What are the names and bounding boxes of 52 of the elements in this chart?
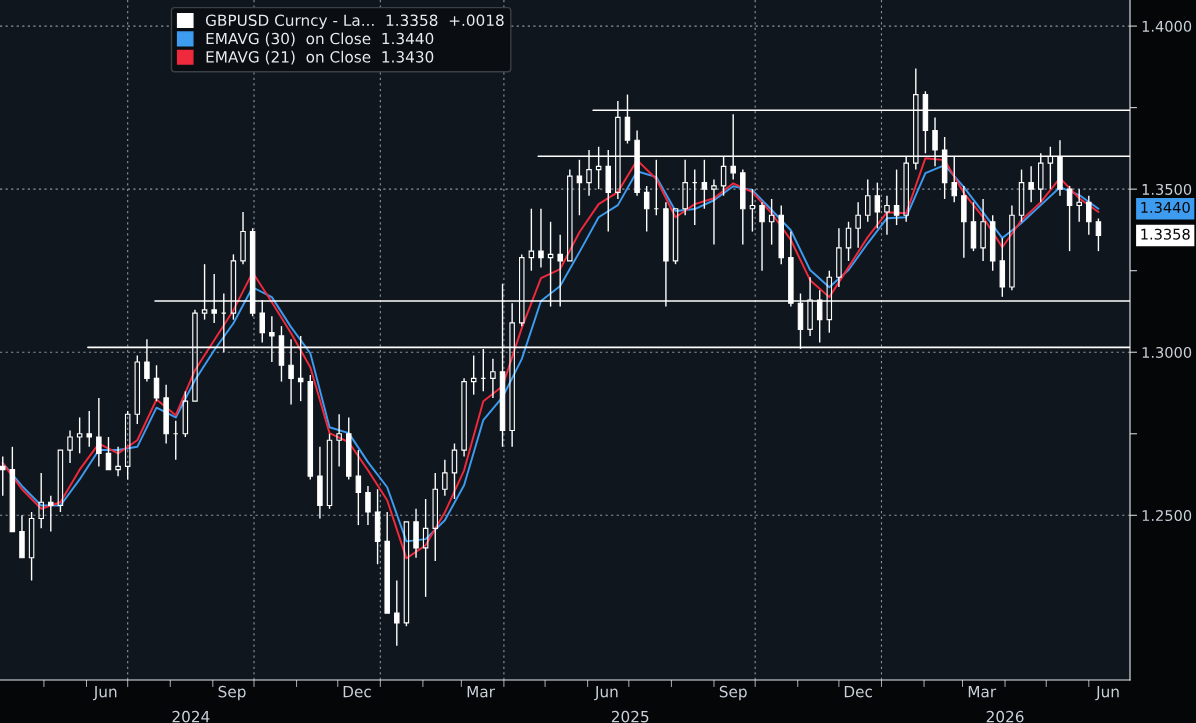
y-tick-label: 1.3500 (1142, 183, 1192, 195)
candlestick (1086, 194, 1092, 236)
candlestick (538, 208, 544, 269)
text: 1.3440 (1141, 201, 1190, 213)
candlestick (711, 178, 717, 246)
candlestick (163, 384, 169, 445)
x-tick-label: Jun (594, 686, 618, 701)
candlestick (9, 446, 16, 533)
candlestick (884, 194, 890, 236)
candlestick (682, 159, 688, 216)
x-tick-label: Jun (1095, 686, 1119, 701)
candlestick (374, 488, 381, 565)
candlestick (19, 514, 25, 559)
legend-label: GBPUSD Curncy - La... 1.3358 +.0018 (205, 14, 504, 29)
x-tick-label: Sep (218, 685, 246, 701)
candlestick (317, 446, 323, 520)
x-tick-label: Jun (93, 686, 117, 701)
candlestick (1028, 165, 1034, 203)
candlestick (836, 227, 842, 288)
candlestick (567, 168, 573, 262)
candlestick (38, 472, 44, 530)
candlestick (980, 198, 986, 262)
candlestick (422, 498, 429, 598)
x-tick-label: Dec (343, 686, 371, 698)
candlestick (336, 413, 342, 468)
candlestick (442, 459, 448, 497)
x2-tick-label: 2025 (611, 710, 649, 723)
candlestick (115, 446, 121, 477)
candlestick (461, 377, 467, 458)
y-tick-label: 1.4000 (1142, 20, 1192, 32)
x2-tick-label: 2024 (172, 710, 210, 723)
candlestick (384, 511, 390, 614)
candlestick (394, 579, 400, 647)
legend-label: EMAVG (21) on Close 1.3430 (206, 50, 434, 65)
candlestick (759, 201, 765, 272)
y-tick-label: 1.2500 (1142, 510, 1192, 522)
x-tick-label: Mar (467, 686, 495, 698)
candlestick (67, 429, 73, 464)
candlestick (961, 185, 967, 259)
candlestick (855, 201, 861, 249)
candlestick (490, 358, 496, 399)
x-tick-label: Mar (968, 686, 997, 698)
candlestick (365, 485, 371, 526)
x-tick-label: Sep (719, 685, 747, 701)
candlestick (96, 397, 102, 468)
legend-label: EMAVG (30) on Close 1.3440 (206, 32, 434, 47)
x-tick-label: Dec (844, 686, 872, 698)
candlestick (701, 159, 708, 210)
text: 1.3358 (1141, 228, 1190, 240)
candlestick (413, 508, 419, 559)
y-tick-label: 1.3000 (1142, 346, 1192, 358)
x2-tick-label: 2026 (986, 710, 1024, 723)
